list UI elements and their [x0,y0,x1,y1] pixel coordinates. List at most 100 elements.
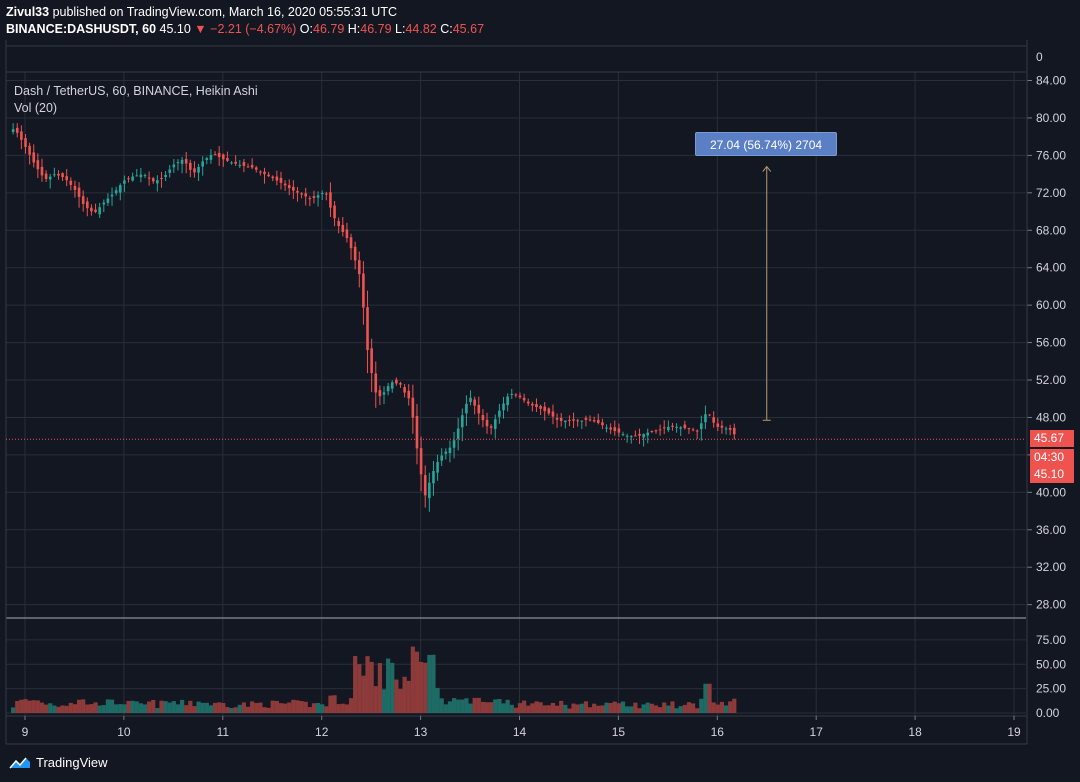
candle-body [287,185,291,189]
candle-body [535,404,538,408]
candle-body [316,195,320,198]
volume-bar [620,701,626,713]
volume-bar [114,704,119,713]
candle-body [675,426,678,428]
volume-bar [23,699,28,713]
brand[interactable]: TradingView [8,755,108,770]
close-value: 45.67 [452,22,485,36]
candle-body [271,176,275,179]
symbol-label: BINANCE:DASHUSDT, 60 [6,22,157,36]
volume-bar [431,654,436,713]
measure-label[interactable]: 27.04 (56.74%) 2704 [695,132,837,156]
volume-bar [629,706,634,713]
candle-body [259,171,262,173]
time-tick-label: 13 [414,725,428,739]
volume-bar [142,704,148,713]
volume-bar [501,703,506,713]
candle-body [349,237,353,249]
candle-body [625,435,629,437]
candle-body [131,176,134,181]
candle-body [242,162,246,166]
volume-bar [76,699,82,713]
candle-body [139,174,143,178]
candle-body [390,382,394,389]
candle-body [357,260,361,275]
volume-bar [414,651,420,713]
author-name[interactable]: Zivul33 [6,5,50,19]
volume-bar [48,703,53,713]
candle-body [123,180,126,184]
time-tick-label: 19 [1007,725,1021,739]
volume-bar [344,704,350,713]
candle-body [61,173,64,178]
volume-bar [192,706,197,713]
change-label: −2.21 (−4.67%) [210,22,297,36]
volume-bar [662,702,667,713]
candle-body [580,420,584,422]
price-tick-label: 76.00 [1036,148,1066,162]
candle-body [691,429,695,431]
candle-body [432,470,435,484]
candle-body [568,419,571,421]
candle-body [564,420,567,423]
time-tick-label: 11 [217,725,230,739]
volume-bar [456,699,461,713]
volume-bar [534,701,539,713]
volume-bar [563,704,568,713]
volume-bar [353,656,358,713]
volume-tick-label: 50.00 [1036,657,1066,671]
candle-body [296,190,299,193]
candle-body [477,404,481,414]
price-tick-label: 40.00 [1036,485,1066,499]
volume-bar [719,701,725,713]
volume-bar [291,699,296,713]
candle-body [712,417,715,423]
candle-body [106,198,110,203]
candle-body [650,430,654,432]
last-price: 45.10 [159,22,191,36]
volume-bar [377,663,382,713]
down-arrow-icon: ▼ [194,22,207,36]
time-tick-label: 17 [810,725,824,739]
volume-bar [447,701,453,713]
candles [11,123,736,512]
high-value: 46.79 [360,22,392,36]
volume-bar [641,704,646,713]
volume-bar [670,701,675,713]
candle-body [36,160,40,170]
volume-bar [328,695,333,713]
candle-body [584,417,588,420]
volume-bar [509,704,514,713]
volume-bar [513,707,518,713]
candle-body [399,383,402,385]
volume-bar [130,700,135,713]
volume-bar [365,656,370,713]
candle-body [440,455,443,461]
volume-bar [587,707,593,713]
volume-bar [126,700,131,713]
candle-body [448,447,452,454]
candle-body [423,475,427,496]
volume-bar [386,658,391,713]
candle-body [320,193,324,195]
volume-bar [658,707,663,713]
price-tick-label: 28.00 [1036,598,1066,612]
volume-bar [307,707,312,713]
volume-bar [546,705,551,713]
candle-body [551,411,555,417]
candle-body [395,379,398,384]
volume-bar [633,702,638,713]
pane-title: Dash / TetherUS, 60, BINANCE, Heikin Ash… [14,84,258,98]
candle-body [489,426,493,428]
candle-body [728,427,732,430]
volume-bar [410,646,415,713]
volume-bar [695,708,700,713]
candle-body [531,403,534,406]
volume-bar [52,705,57,713]
candle-body [592,420,596,422]
candle-body [234,161,237,164]
time-tick-label: 14 [513,725,527,739]
volume-bar [31,700,36,713]
volume-bar [324,706,329,713]
